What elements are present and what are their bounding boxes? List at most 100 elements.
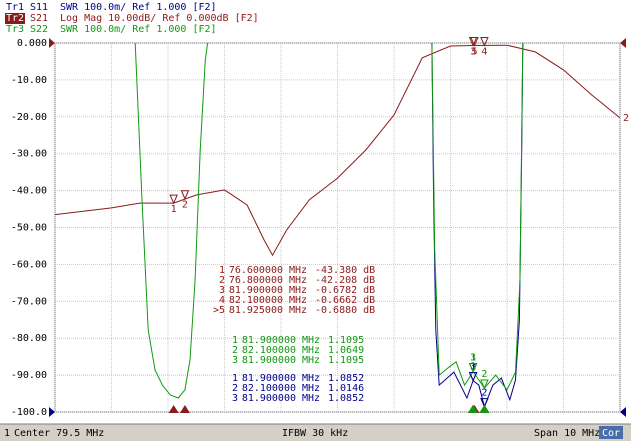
y-tick-label: -40.00 — [11, 186, 47, 197]
trace-format: Log Mag 10.00dB/ Ref 0.000dB [F2] — [60, 13, 259, 24]
marker-table-id: 3 — [232, 355, 238, 366]
marker-table-freq: 82.100000 — [242, 345, 296, 356]
marker-label: 2 — [481, 369, 487, 380]
y-tick-label: -90.00 — [11, 370, 47, 381]
marker-table-unit: MHz — [289, 275, 307, 286]
trace-format: SWR 100.0m/ Ref 1.000 [F2] — [60, 2, 217, 13]
marker-table-id: 3 — [232, 393, 238, 404]
status-group: 1 Center 79.5 MHz IFBW 30 kHz Span 10 MH… — [4, 426, 623, 439]
status-bar — [0, 424, 631, 441]
marker-label: 1 — [470, 362, 476, 373]
stimulus-marker — [179, 405, 190, 413]
trace-format: SWR 100.0m/ Ref 1.000 [F2] — [60, 24, 217, 35]
marker-table-unit: MHz — [289, 305, 307, 316]
marker-table-unit: MHz — [289, 295, 307, 306]
marker — [468, 363, 478, 373]
marker — [480, 398, 489, 408]
marker-label: 2 — [182, 200, 188, 211]
marker-table-freq: 76.800000 — [229, 275, 283, 286]
y-tick-label: -20.00 — [11, 112, 47, 123]
marker-table-id: 2 — [232, 345, 238, 356]
ref-arrow — [49, 407, 55, 417]
y-tick-label: -80.00 — [11, 333, 47, 344]
trace-param: S21 — [30, 13, 48, 24]
marker-table-freq: 81.925000 — [229, 305, 283, 316]
trace-param: S22 — [30, 24, 48, 35]
trace-id: Tr2 — [6, 13, 24, 24]
y-tick-label: -100.0 — [11, 407, 47, 418]
marker-table-id: 1 — [232, 335, 238, 346]
y-tick-label: 0.000 — [17, 38, 47, 49]
marker-table-value: -42.208 dB — [315, 275, 375, 286]
marker-table-value: -43.380 dB — [315, 265, 375, 276]
marker-table-value: 1.1095 — [328, 355, 364, 366]
marker-table-value: -0.6662 dB — [315, 295, 375, 306]
marker-label: 1 — [171, 204, 177, 215]
marker-table-unit: MHz — [302, 383, 320, 394]
marker-table-value: 1.1095 — [328, 335, 364, 346]
marker-table-value: 1.0146 — [328, 383, 364, 394]
marker-table-unit: MHz — [302, 393, 320, 404]
trace-param: S11 — [30, 2, 48, 13]
y-tick-label: -50.00 — [11, 223, 47, 234]
ref-arrow — [620, 38, 626, 48]
marker — [180, 190, 190, 200]
marker-label: 3 — [470, 362, 476, 373]
marker-table-value: 1.0852 — [328, 393, 364, 404]
stimulus-marker — [168, 405, 179, 413]
trace-line — [431, 43, 524, 409]
marker-table-freq: 82.100000 — [229, 295, 283, 306]
stimulus-marker — [468, 405, 479, 413]
marker — [480, 36, 489, 47]
marker — [169, 194, 178, 205]
marker-table-unit: MHz — [289, 285, 307, 296]
marker-table-value: 1.0852 — [328, 373, 364, 384]
ref-arrow — [620, 407, 626, 417]
marker-table-id: 2 — [232, 383, 238, 394]
marker-table-id: 4 — [219, 295, 225, 306]
marker-table-unit: MHz — [302, 355, 320, 366]
y-tick-label: -60.00 — [11, 259, 47, 270]
active-trace-box — [5, 13, 25, 24]
marker-table-freq: 81.900000 — [242, 373, 296, 384]
trace-end-label: 2 — [623, 113, 629, 124]
marker-label: 5 — [471, 47, 477, 58]
marker — [470, 37, 479, 47]
marker-table-freq: 81.900000 — [242, 335, 296, 346]
cor-box — [599, 426, 623, 439]
marker-table-id: 1 — [232, 373, 238, 384]
marker-table-freq: 76.600000 — [229, 265, 283, 276]
marker-table-id: 1 — [219, 265, 225, 276]
center: Center 79.5 MHz — [14, 428, 104, 439]
marker-table-freq: 81.900000 — [229, 285, 283, 296]
channel: 1 — [4, 428, 10, 439]
stimulus-marker — [479, 405, 490, 413]
marker-table-unit: MHz — [302, 345, 320, 356]
marker-table-freq: 81.900000 — [242, 355, 296, 366]
marker-table-id: 3 — [219, 285, 225, 296]
marker-table-value: -0.6782 dB — [315, 285, 375, 296]
marker-label: 3 — [470, 353, 476, 364]
marker-table-freq: 82.100000 — [242, 383, 296, 394]
trace-id: Tr1 — [6, 2, 24, 13]
marker-label: 3 — [470, 47, 476, 58]
span: Span 10 MHz — [534, 428, 600, 439]
ref-arrow — [49, 38, 55, 48]
marker-table-value: -0.6880 dB — [315, 305, 375, 316]
marker-table-value: 1.0649 — [328, 345, 364, 356]
marker-table-unit: MHz — [302, 335, 320, 346]
marker-table-freq: 81.900000 — [242, 393, 296, 404]
marker-table-id: 2 — [219, 275, 225, 286]
marker-label: 1 — [470, 353, 476, 364]
cor: Cor — [602, 428, 620, 439]
marker-label: 4 — [481, 46, 487, 57]
marker-table-unit: MHz — [289, 265, 307, 276]
y-tick-label: -30.00 — [11, 149, 47, 160]
marker-table-unit: MHz — [302, 373, 320, 384]
marker — [480, 379, 489, 390]
trace-id: Tr3 — [6, 24, 24, 35]
marker-label: 2 — [481, 388, 487, 399]
y-tick-label: -10.00 — [11, 75, 47, 86]
y-tick-label: -70.00 — [11, 296, 47, 307]
